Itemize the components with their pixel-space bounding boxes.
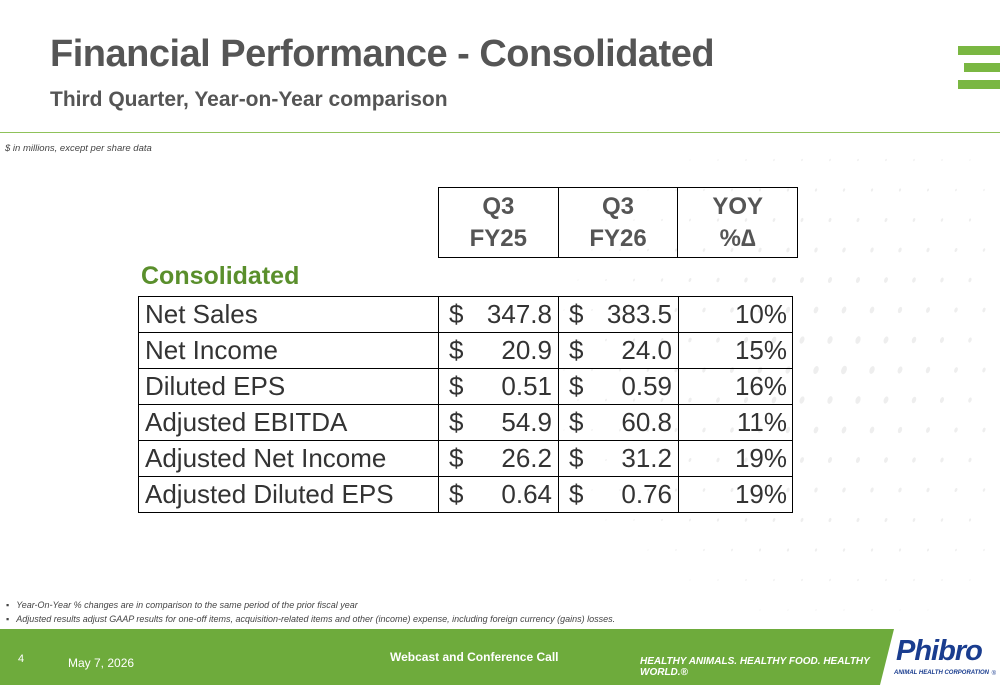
tagline: HEALTHY ANIMALS. HEALTHY FOOD. HEALTHY W…	[640, 656, 870, 678]
fy25-value: 0.64	[501, 479, 552, 509]
fy26-cell: $0.59	[558, 368, 679, 405]
fy26-cell: $0.76	[558, 476, 679, 513]
fy26-cell: $60.8	[558, 404, 679, 441]
yoy-value: 10%	[678, 296, 793, 333]
column-headers: Q3 FY25 Q3 FY26 YOY %∆	[438, 187, 798, 258]
column-header-q3-fy25: Q3 FY25	[469, 192, 528, 252]
currency-symbol: $	[569, 335, 584, 365]
fy25-cell: $0.64	[438, 476, 559, 513]
footer-bar: 4 May 7, 2026 Webcast and Conference Cal…	[0, 629, 880, 685]
units-note: $ in millions, except per share data	[5, 143, 152, 154]
yoy-value: 15%	[678, 332, 793, 369]
currency-symbol: $	[569, 299, 584, 329]
row-label: Adjusted Net Income	[138, 440, 439, 477]
table-row: Net Sales $347.8 $383.5 10%	[138, 296, 793, 333]
footnote-item: Adjusted results adjust GAAP results for…	[6, 614, 615, 624]
footer-wedge	[880, 629, 894, 685]
column-header-q3-fy26: Q3 FY26	[557, 188, 678, 257]
fy25-value: 26.2	[501, 443, 552, 473]
yoy-value: 19%	[678, 476, 793, 513]
table-row: Adjusted EBITDA $54.9 $60.8 11%	[138, 404, 793, 441]
fy25-cell: $20.9	[438, 332, 559, 369]
page-number: 4	[18, 653, 25, 665]
currency-symbol: $	[449, 407, 464, 437]
currency-symbol: $	[449, 479, 464, 509]
fy25-cell: $347.8	[438, 296, 559, 333]
presentation-date: May 7, 2026	[68, 656, 135, 670]
currency-symbol: $	[449, 371, 464, 401]
currency-symbol: $	[569, 479, 584, 509]
currency-symbol: $	[449, 299, 464, 329]
header-divider	[0, 132, 1000, 133]
footnotes: Year-On-Year % changes are in comparison…	[6, 600, 615, 628]
footnote-item: Year-On-Year % changes are in comparison…	[6, 600, 615, 610]
fy25-value: 347.8	[486, 299, 552, 329]
fy26-value: 0.59	[621, 371, 672, 401]
brand-bars-icon	[958, 46, 1000, 92]
fy25-cell: $54.9	[438, 404, 559, 441]
page-title: Financial Performance - Consolidated	[50, 33, 715, 75]
currency-symbol: $	[569, 371, 584, 401]
row-label: Adjusted Diluted EPS	[138, 476, 439, 513]
fy26-value: 24.0	[621, 335, 672, 365]
currency-symbol: $	[569, 443, 584, 473]
fy26-value: 383.5	[606, 299, 672, 329]
currency-symbol: $	[569, 407, 584, 437]
event-name: Webcast and Conference Call	[390, 650, 559, 664]
page-subtitle: Third Quarter, Year-on-Year comparison	[50, 88, 448, 111]
currency-symbol: $	[449, 443, 464, 473]
fy26-value: 60.8	[621, 407, 672, 437]
fy25-cell: $26.2	[438, 440, 559, 477]
registered-mark: ®	[991, 671, 996, 677]
yoy-value: 16%	[678, 368, 793, 405]
yoy-value: 19%	[678, 440, 793, 477]
row-label: Net Sales	[138, 296, 439, 333]
column-header-yoy: YOY %∆	[677, 188, 797, 257]
fy26-value: 0.76	[621, 479, 672, 509]
brand-name: Phibro	[896, 635, 983, 667]
financial-table: Net Sales $347.8 $383.5 10% Net Income $…	[138, 296, 793, 513]
yoy-value: 11%	[678, 404, 793, 441]
fy26-cell: $31.2	[558, 440, 679, 477]
brand-subtitle: ANIMAL HEALTH CORPORATION	[894, 670, 989, 676]
section-label: Consolidated	[141, 262, 300, 290]
table-row: Net Income $20.9 $24.0 15%	[138, 332, 793, 369]
fy26-value: 31.2	[621, 443, 672, 473]
fy26-cell: $24.0	[558, 332, 679, 369]
fy25-cell: $0.51	[438, 368, 559, 405]
brand-logo: Phibro ANIMAL HEALTH CORPORATION ®	[880, 629, 1000, 685]
fy25-value: 20.9	[501, 335, 552, 365]
fy25-value: 0.51	[501, 371, 552, 401]
fy25-value: 54.9	[501, 407, 552, 437]
row-label: Adjusted EBITDA	[138, 404, 439, 441]
table-row: Diluted EPS $0.51 $0.59 16%	[138, 368, 793, 405]
table-row: Adjusted Diluted EPS $0.64 $0.76 19%	[138, 476, 793, 513]
table-row: Adjusted Net Income $26.2 $31.2 19%	[138, 440, 793, 477]
fy26-cell: $383.5	[558, 296, 679, 333]
currency-symbol: $	[449, 335, 464, 365]
row-label: Net Income	[138, 332, 439, 369]
row-label: Diluted EPS	[138, 368, 439, 405]
